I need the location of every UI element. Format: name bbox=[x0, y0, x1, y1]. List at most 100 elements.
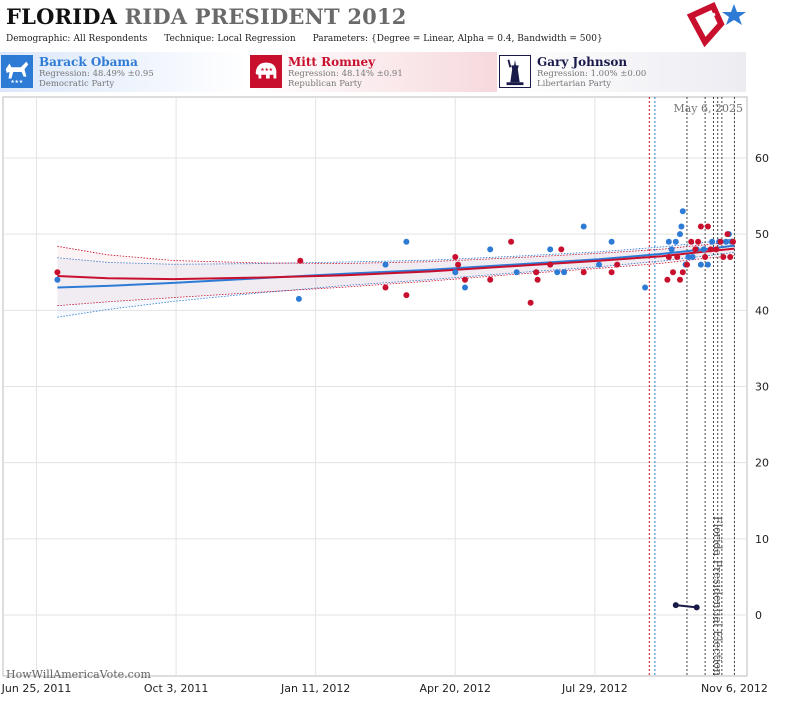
poll-point bbox=[558, 246, 565, 253]
poll-point bbox=[297, 257, 304, 264]
param-demographic-key: Demographic: bbox=[6, 34, 71, 44]
title-state: FLORIDA bbox=[6, 4, 118, 29]
candidate-party: Democratic Party bbox=[39, 79, 115, 89]
poll-point bbox=[702, 254, 709, 260]
poll-point bbox=[527, 299, 534, 306]
poll-point bbox=[642, 284, 649, 291]
poll-point bbox=[674, 254, 681, 260]
candidate-party: Libertarian Party bbox=[537, 79, 612, 89]
param-parameters-value: {Degree = Linear, Alpha = 0.4, Bandwidth… bbox=[371, 34, 603, 44]
poll-point bbox=[693, 604, 700, 611]
poll-point bbox=[672, 602, 679, 609]
poll-point bbox=[697, 223, 704, 230]
poll-point bbox=[697, 261, 704, 268]
poll-point bbox=[709, 238, 716, 245]
candidate-legend: ★★★ Barack Obama Regression: 48.49% ±0.9… bbox=[0, 52, 747, 92]
x-tick-label: Nov 6, 2012 bbox=[701, 682, 768, 695]
poll-points bbox=[54, 208, 736, 611]
poll-point bbox=[561, 269, 568, 276]
poll-point bbox=[670, 269, 676, 276]
poll-point bbox=[704, 261, 711, 268]
poll-point bbox=[534, 276, 541, 283]
poll-point bbox=[713, 246, 720, 253]
poll-point bbox=[580, 269, 587, 276]
y-tick-label: 30 bbox=[755, 381, 769, 394]
poll-point bbox=[677, 231, 683, 238]
confidence-band-lower bbox=[57, 255, 735, 307]
parameters-line: Demographic: All Respondents Technique: Lo… bbox=[6, 34, 617, 44]
poll-point bbox=[684, 261, 690, 268]
poll-point bbox=[452, 269, 459, 276]
candidate-regression: Regression: 48.49% ±0.95 bbox=[39, 69, 154, 79]
poll-point bbox=[665, 238, 672, 245]
trend-line bbox=[57, 244, 735, 289]
y-tick-label: 60 bbox=[755, 152, 769, 165]
confidence-band-upper bbox=[57, 238, 735, 265]
poll-point bbox=[689, 254, 696, 260]
poll-point bbox=[295, 295, 302, 302]
poll-point bbox=[723, 238, 730, 245]
poll-point bbox=[704, 223, 711, 230]
poll-point bbox=[614, 261, 621, 268]
johnson-segment bbox=[675, 604, 697, 609]
candidate-regression: Regression: 1.00% ±0.00 bbox=[537, 69, 647, 79]
poll-point bbox=[730, 238, 736, 245]
x-tick-label: Jul 29, 2012 bbox=[561, 682, 628, 695]
poll-point bbox=[580, 223, 587, 230]
y-tick-label: 10 bbox=[755, 533, 769, 546]
title-rest: RIDA PRESIDENT 2012 bbox=[124, 4, 407, 29]
header: FLORIDA RIDA PRESIDENT 2012 Demographic:… bbox=[6, 4, 746, 46]
y-tick-label: 40 bbox=[755, 304, 769, 317]
confidence-band-upper bbox=[57, 241, 735, 264]
poll-point bbox=[608, 238, 615, 245]
x-tick-label: Jun 25, 2011 bbox=[1, 682, 72, 695]
poll-point bbox=[403, 292, 410, 299]
confidence-band-fill bbox=[57, 238, 735, 318]
event-lines bbox=[648, 97, 735, 676]
poll-point bbox=[54, 276, 61, 283]
poll-point bbox=[513, 269, 520, 276]
statue-of-liberty-icon bbox=[499, 55, 531, 88]
poll-point bbox=[554, 269, 561, 276]
poll-point bbox=[487, 246, 494, 253]
poll-point bbox=[677, 276, 683, 283]
candidate-card-romney: ★★★ Mitt Romney Regression: 48.14% ±0.91… bbox=[249, 52, 497, 92]
poll-point bbox=[664, 276, 671, 283]
candidate-card-johnson: Gary Johnson Regression: 1.00% ±0.00 Lib… bbox=[498, 52, 746, 92]
poll-point bbox=[707, 246, 714, 253]
y-tick-label: 0 bbox=[755, 609, 762, 622]
poll-point bbox=[685, 254, 692, 260]
candidate-party: Republican Party bbox=[288, 79, 362, 89]
poll-point bbox=[547, 246, 554, 253]
candidate-name: Barack Obama bbox=[39, 55, 138, 69]
poll-chart: Jun 25, 2011 Oct 3, 2011 Jan 11, 2012 Apr 2… bbox=[1, 96, 769, 695]
poll-point bbox=[700, 246, 707, 253]
watermark: HowWillAmericaVote.com bbox=[6, 668, 151, 681]
poll-point bbox=[54, 269, 61, 276]
poll-point bbox=[487, 276, 494, 283]
candidate-name: Mitt Romney bbox=[288, 55, 376, 69]
svg-text:★★★: ★★★ bbox=[10, 79, 23, 85]
candidate-card-obama: ★★★ Barack Obama Regression: 48.49% ±0.9… bbox=[0, 52, 248, 92]
poll-point bbox=[717, 238, 724, 245]
x-tick-label: Apr 20, 2012 bbox=[420, 682, 492, 695]
site-logo bbox=[687, 2, 746, 48]
x-axis: Jun 25, 2011 Oct 3, 2011 Jan 11, 2012 Apr 2… bbox=[1, 682, 768, 695]
elephant-icon: ★★★ bbox=[250, 55, 282, 88]
poll-point bbox=[608, 269, 615, 276]
page-title: FLORIDA RIDA PRESIDENT 2012 bbox=[6, 4, 746, 29]
poll-point bbox=[462, 284, 468, 291]
grid bbox=[2, 96, 748, 677]
poll-point bbox=[508, 238, 515, 245]
poll-point bbox=[665, 254, 672, 260]
poll-point bbox=[679, 269, 686, 276]
y-tick-label: 20 bbox=[755, 457, 769, 470]
poll-point bbox=[455, 261, 462, 268]
poll-point bbox=[720, 254, 727, 260]
poll-point bbox=[672, 238, 679, 245]
candidate-regression: Regression: 48.14% ±0.91 bbox=[288, 69, 403, 79]
poll-point bbox=[382, 284, 389, 291]
poll-point bbox=[382, 261, 389, 268]
poll-point bbox=[692, 246, 699, 253]
poll-point bbox=[547, 261, 554, 268]
